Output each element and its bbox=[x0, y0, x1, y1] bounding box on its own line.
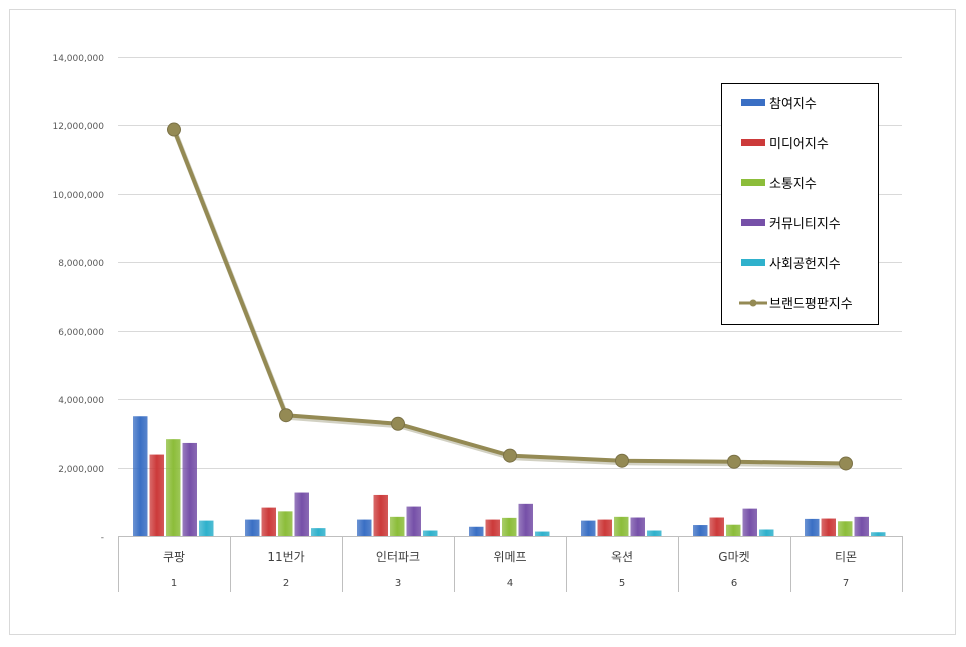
line-marker bbox=[727, 454, 741, 469]
y-tick-label: - bbox=[101, 533, 104, 543]
x-category-label: 위메프 bbox=[493, 550, 526, 564]
x-rank-label: 5 bbox=[619, 578, 625, 589]
bar bbox=[406, 506, 421, 536]
legend-label: 참여지수 bbox=[769, 97, 817, 112]
legend-swatch bbox=[741, 139, 765, 146]
bar-series bbox=[133, 416, 886, 536]
bar bbox=[423, 530, 438, 536]
legend-label: 사회공헌지수 bbox=[769, 257, 841, 272]
bar bbox=[709, 517, 724, 536]
legend-label: 미디어지수 bbox=[769, 137, 829, 152]
bar bbox=[133, 416, 148, 536]
y-tick-label: 8,000,000 bbox=[58, 259, 104, 269]
line-series bbox=[167, 122, 853, 471]
bar bbox=[597, 519, 612, 536]
bar bbox=[469, 526, 484, 536]
x-rank-label: 4 bbox=[507, 578, 513, 589]
bar bbox=[630, 517, 645, 536]
y-axis: - 2,000,000 4,000,000 6,000,000 8,000,000 10,… bbox=[52, 54, 104, 543]
x-rank-label: 6 bbox=[731, 578, 737, 589]
y-tick-label: 6,000,000 bbox=[58, 328, 104, 338]
y-tick-label: 10,000,000 bbox=[52, 191, 104, 201]
bar bbox=[199, 520, 214, 536]
y-tick-label: 12,000,000 bbox=[52, 122, 104, 132]
bar bbox=[805, 518, 820, 536]
x-category-label: 옥션 bbox=[611, 550, 633, 564]
bar bbox=[535, 531, 550, 536]
x-rank-label: 7 bbox=[843, 578, 849, 589]
bar bbox=[149, 454, 164, 536]
x-axis: 쿠팡 1 11번가 2 인터파크 3 위메프 4 옥션 5 G마켓 6 티몬 7 bbox=[118, 536, 903, 592]
line-marker bbox=[839, 456, 853, 471]
y-tick-label: 2,000,000 bbox=[58, 465, 104, 475]
legend-label: 브랜드평판지수 bbox=[769, 297, 853, 312]
bar bbox=[742, 508, 757, 536]
bar bbox=[614, 516, 629, 536]
bar bbox=[485, 519, 500, 536]
bar bbox=[726, 524, 741, 536]
line-marker bbox=[615, 453, 629, 468]
legend-swatch bbox=[741, 219, 765, 226]
bar bbox=[502, 517, 517, 536]
bar bbox=[518, 503, 533, 536]
bar bbox=[278, 511, 293, 536]
x-category-label: 쿠팡 bbox=[163, 550, 185, 564]
legend-swatch bbox=[741, 259, 765, 266]
bar bbox=[821, 518, 836, 536]
x-category-label: G마켓 bbox=[718, 550, 749, 564]
line-marker bbox=[391, 416, 405, 431]
line-marker bbox=[279, 408, 293, 423]
bar bbox=[294, 492, 309, 536]
bar bbox=[245, 519, 260, 536]
bar bbox=[647, 530, 662, 536]
line-marker bbox=[167, 122, 181, 137]
bar bbox=[838, 521, 853, 536]
x-category-label: 인터파크 bbox=[376, 550, 420, 564]
y-tick-label: 14,000,000 bbox=[52, 54, 104, 64]
bar bbox=[390, 516, 405, 536]
x-category-label: 티몬 bbox=[835, 550, 857, 564]
legend-label: 커뮤니티지수 bbox=[769, 217, 841, 232]
bar bbox=[182, 442, 197, 536]
bar bbox=[693, 525, 708, 536]
x-category-label: 11번가 bbox=[267, 550, 304, 564]
x-rank-label: 2 bbox=[283, 578, 289, 589]
legend-swatch bbox=[741, 179, 765, 186]
y-tick-label: 4,000,000 bbox=[58, 396, 104, 406]
legend-label: 소통지수 bbox=[769, 177, 817, 192]
bar bbox=[373, 494, 388, 536]
legend-swatch-marker bbox=[749, 299, 757, 307]
x-rank-label: 3 bbox=[395, 578, 401, 589]
x-rank-label: 1 bbox=[171, 578, 177, 589]
bar bbox=[357, 519, 372, 536]
bar bbox=[871, 532, 886, 536]
bar bbox=[311, 528, 326, 536]
legend-box bbox=[721, 83, 879, 325]
bar bbox=[581, 520, 596, 536]
bar bbox=[759, 529, 774, 536]
legend-swatch bbox=[741, 99, 765, 106]
bar bbox=[261, 507, 276, 536]
bar bbox=[166, 439, 181, 536]
line-marker bbox=[503, 448, 517, 463]
bar bbox=[854, 516, 869, 536]
